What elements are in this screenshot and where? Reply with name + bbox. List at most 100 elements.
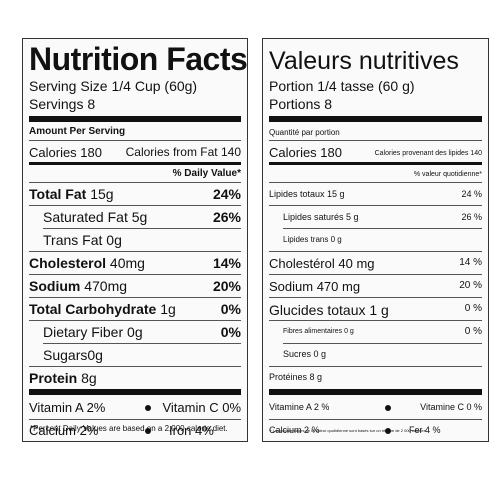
nutrient-row-fibres: Fibres alimentaires 0 g — [283, 328, 354, 335]
nutrient-row-proteines: Protéines 8 g — [269, 372, 323, 382]
divider — [29, 205, 241, 206]
nutrient-label: Sodium — [29, 278, 81, 294]
divider — [283, 343, 482, 344]
nutrient-dv: 26 % — [461, 212, 482, 222]
portions: Portions 8 — [269, 96, 333, 112]
footnote-en: *Percent Daily Values are based on a 2,0… — [30, 424, 228, 433]
divider — [269, 182, 482, 183]
amount-per-serving: Amount Per Serving — [29, 126, 126, 137]
divider — [269, 297, 482, 298]
nutrient-dv: 14% — [212, 255, 241, 271]
divider — [269, 140, 482, 141]
divider-bar — [269, 116, 482, 122]
nutrient-row-saturated-fat: Saturated Fat 5g — [43, 210, 147, 224]
nutrient-row-sucres: Sucres 0 g — [283, 349, 327, 359]
nutrient-dv: 0% — [220, 301, 241, 317]
nutrient-amount: 15g — [90, 186, 114, 202]
bullet-icon — [385, 428, 391, 434]
divider — [29, 297, 241, 298]
nutrient-dv: 24% — [212, 186, 241, 202]
daily-value-header: % Daily Value* — [172, 168, 241, 179]
nutrient-amount: 0g — [127, 324, 143, 340]
nutrient-amount: 0g — [87, 347, 103, 363]
divider — [43, 228, 241, 229]
divider-bar — [29, 389, 241, 395]
nutrient-row-dietary-fiber: Dietary Fiber 0g — [43, 325, 143, 339]
nutrient-dv: 0 % — [464, 303, 482, 314]
calories-from-fat: Calories from Fat 140 — [125, 145, 241, 159]
bullet-icon — [145, 405, 151, 411]
nutrient-row-trans-fat: Trans Fat 0g — [43, 233, 122, 247]
divider — [29, 366, 241, 367]
divider-medium — [29, 162, 241, 165]
divider — [29, 182, 241, 183]
bullet-icon — [145, 428, 151, 434]
bullet-icon — [385, 405, 391, 411]
nutrient-label: Cholesterol — [29, 255, 107, 271]
nutrient-dv: 0 % — [464, 326, 482, 337]
nutrient-label: Total Fat — [29, 186, 87, 202]
divider — [269, 419, 482, 420]
nutrient-row-protein: Protein 8g — [29, 371, 97, 385]
divider — [29, 419, 241, 420]
calcium: Calcium 2 % — [269, 425, 320, 435]
valeurs-nutritives-panel-fr: Valeurs nutritives Portion 1/4 tasse (60… — [262, 38, 489, 442]
divider — [269, 366, 482, 367]
fer: Fer 4 % — [409, 425, 441, 435]
divider — [43, 343, 241, 344]
daily-value-header: % valeur quotidienne* — [413, 171, 482, 178]
nutrient-label: Dietary Fiber — [43, 324, 124, 340]
calcium: Calcium 2% — [29, 423, 99, 438]
amount-per-portion: Quantité par portion — [269, 128, 340, 137]
divider — [29, 274, 241, 275]
nutrient-row-cholesterol: Cholestérol 40 mg — [269, 256, 375, 271]
vitamine-c: Vitamine C 0 % — [420, 402, 482, 412]
divider — [283, 228, 482, 229]
nutrient-row-lipides-totaux: Lipides totaux 15 g — [269, 189, 345, 199]
divider-medium — [269, 162, 482, 165]
calories-from-fat: Calories provenant des lipides 140 — [374, 150, 482, 157]
calories: Calories 180 — [269, 145, 342, 160]
divider — [269, 205, 482, 206]
nutrient-amount: 40mg — [109, 255, 145, 271]
nutrient-row-lipides-satures: Lipides saturés 5 g — [283, 212, 359, 222]
footnote-fr: * Les pourcentages de la valeur quotidie… — [270, 428, 427, 433]
divider — [269, 320, 482, 321]
nutrient-row-lipides-trans: Lipides trans 0 g — [283, 235, 342, 244]
nutrient-dv: 14 % — [459, 257, 482, 268]
nutrient-row-sodium: Sodium 470 mg — [269, 279, 361, 294]
divider-bar — [29, 116, 241, 122]
vitamine-a: Vitamine A 2 % — [269, 402, 330, 412]
nutrient-label: Sugars — [43, 347, 88, 363]
serving-size: Serving Size 1/4 Cup (60g) — [29, 78, 198, 94]
nutrient-dv: 20 % — [459, 280, 482, 291]
iron: Iron 4% — [169, 423, 214, 438]
nutrient-dv: 24 % — [461, 189, 482, 199]
panel-title: Nutrition Facts — [29, 41, 248, 77]
nutrient-label: Total Carbohydrate — [29, 301, 157, 317]
nutrient-amount: 470mg — [84, 278, 128, 294]
nutrient-dv: 0% — [220, 324, 241, 340]
nutrient-amount: 5g — [131, 209, 148, 225]
nutrient-row-total-carbohydrate: Total Carbohydrate 1g — [29, 302, 176, 316]
vitamin-a: Vitamin A 2% — [29, 400, 106, 415]
nutrient-amount: 0g — [106, 232, 122, 248]
nutrient-row-glucides-totaux: Glucides totaux 1 g — [269, 302, 389, 318]
divider — [29, 140, 241, 141]
divider — [29, 320, 241, 321]
nutrient-label: Trans Fat — [43, 232, 103, 248]
divider — [269, 274, 482, 275]
divider-bar — [269, 389, 482, 395]
servings: Servings 8 — [29, 96, 96, 112]
portion: Portion 1/4 tasse (60 g) — [269, 78, 415, 94]
nutrient-label: Protein — [29, 370, 78, 386]
calories: Calories 180 — [29, 145, 102, 160]
nutrient-dv: 20% — [212, 278, 241, 294]
divider — [29, 251, 241, 252]
nutrient-row-sugars: Sugars0g — [43, 348, 103, 362]
nutrient-amount: 8g — [81, 370, 97, 386]
nutrient-amount: 1g — [160, 301, 176, 317]
nutrient-row-sodium: Sodium 470mg — [29, 279, 127, 293]
nutrient-row-cholesterol: Cholesterol 40mg — [29, 256, 145, 270]
vitamin-c: Vitamin C 0% — [162, 400, 241, 415]
